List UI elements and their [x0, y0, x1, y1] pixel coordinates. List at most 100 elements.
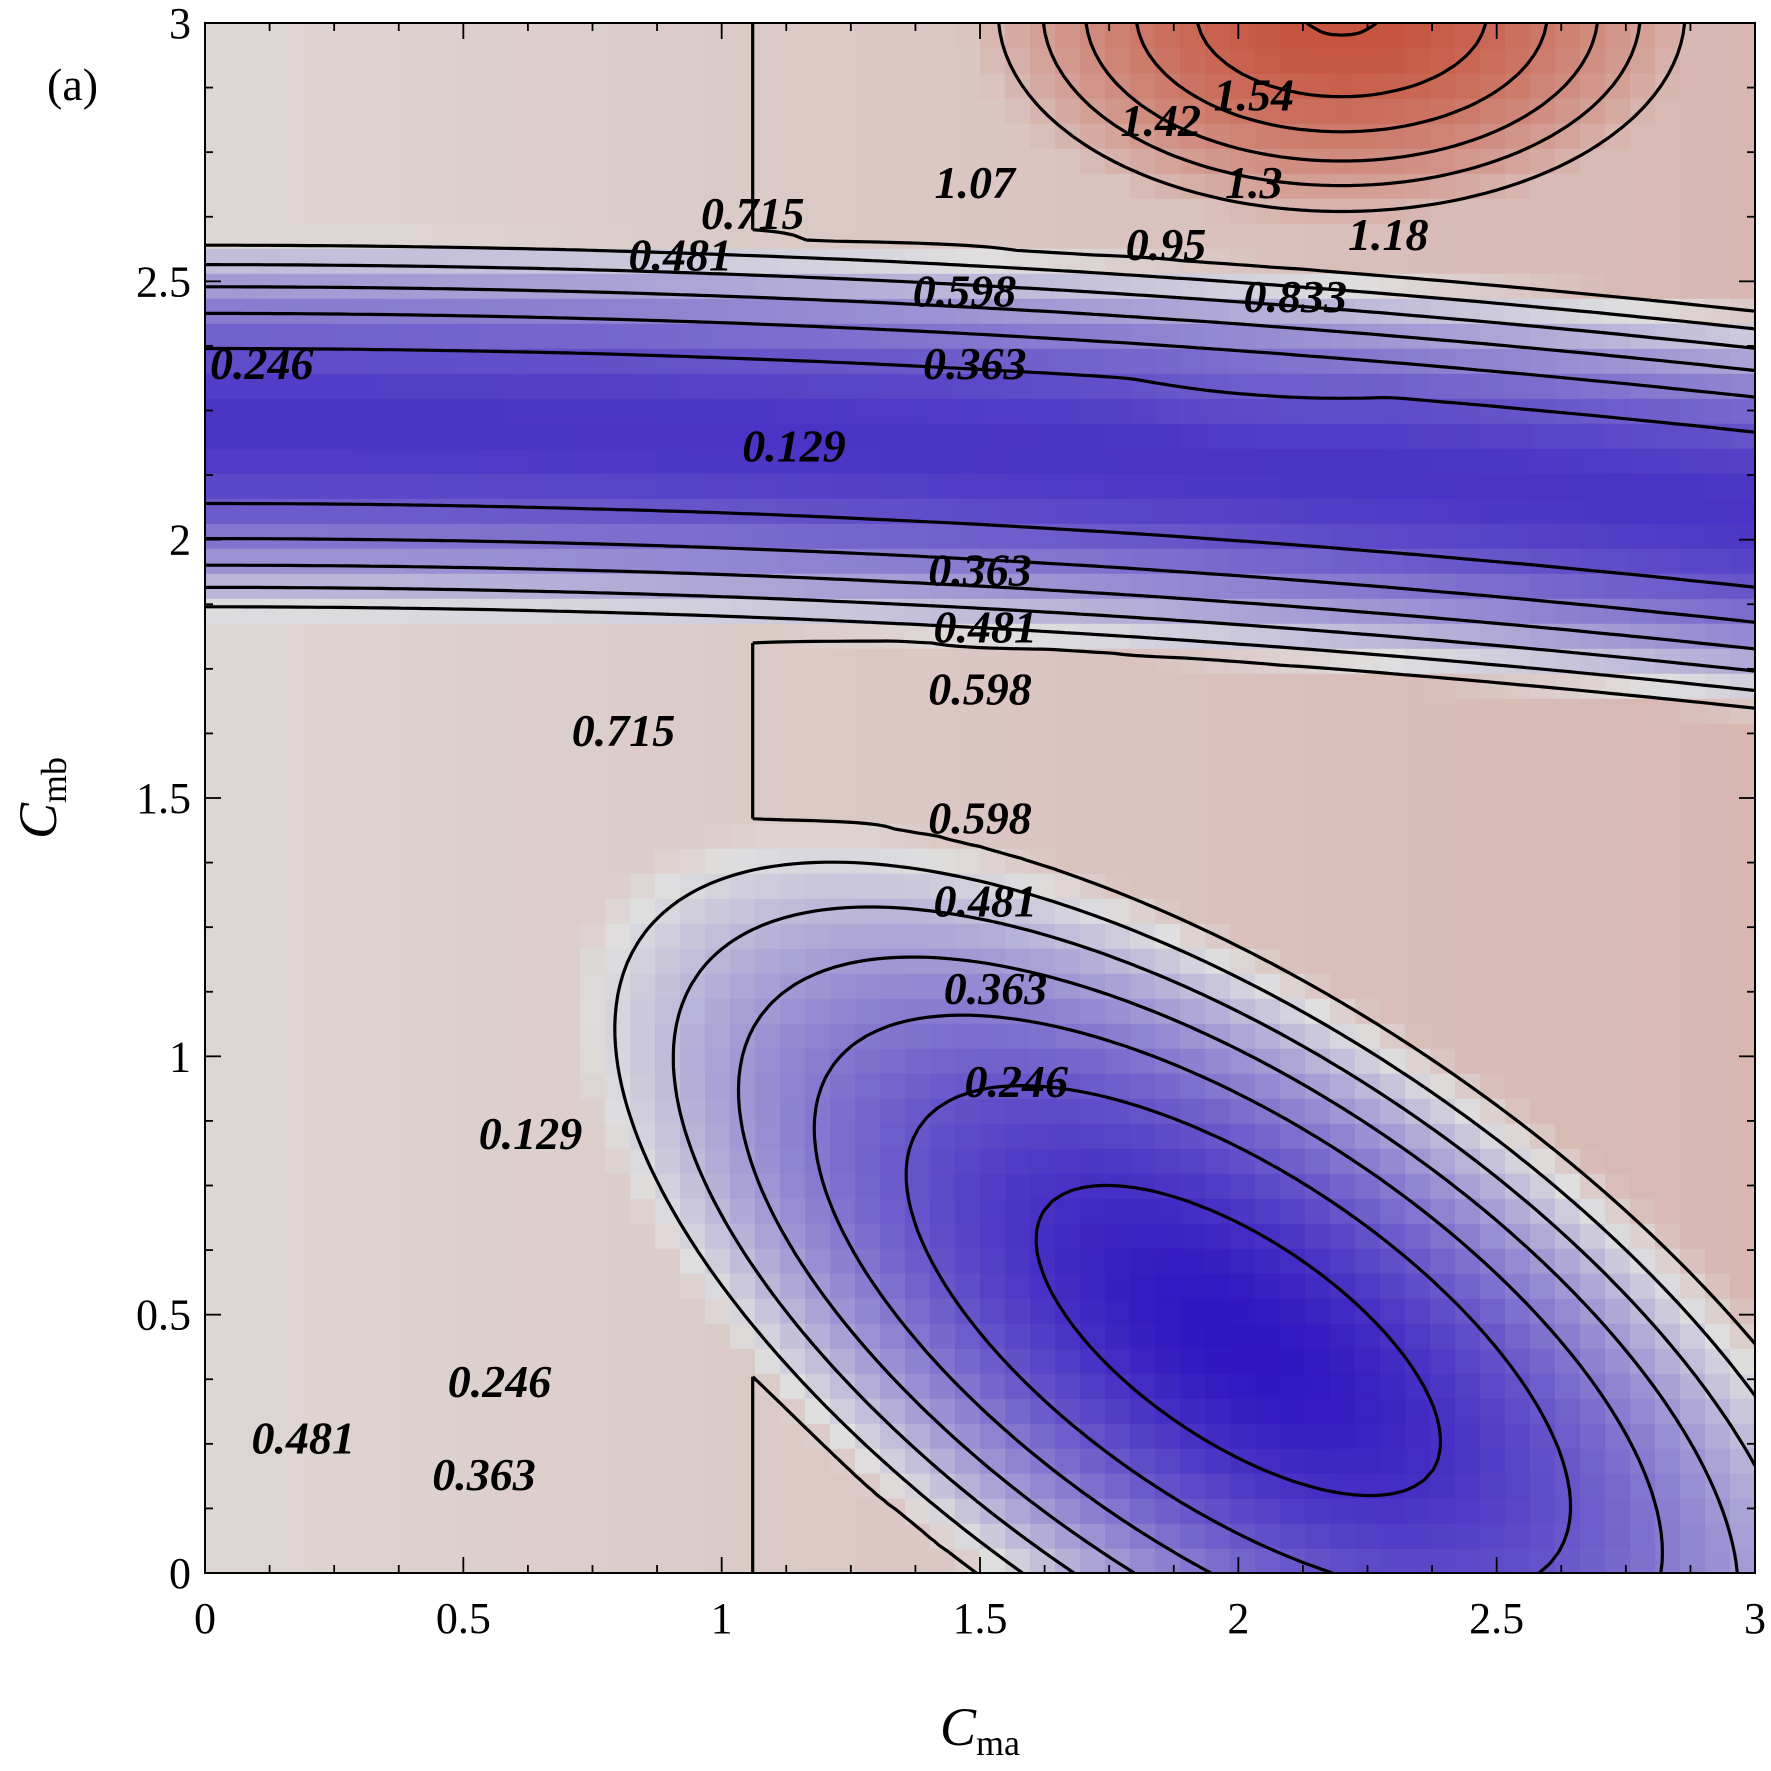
- heatmap-cell: [205, 48, 231, 74]
- heatmap-cell: [1555, 1248, 1581, 1274]
- heatmap-cell: [255, 1223, 281, 1249]
- heatmap-cell: [330, 873, 356, 899]
- heatmap-cell: [930, 998, 956, 1024]
- heatmap-cell: [805, 298, 831, 324]
- heatmap-cell: [855, 148, 881, 174]
- heatmap-cell: [1530, 1198, 1556, 1224]
- heatmap-cell: [930, 748, 956, 774]
- heatmap-cell: [1005, 1098, 1031, 1124]
- heatmap-cell: [1105, 448, 1131, 474]
- heatmap-cell: [205, 798, 231, 824]
- heatmap-cell: [1230, 523, 1256, 549]
- heatmap-cell: [255, 898, 281, 924]
- heatmap-cell: [405, 273, 431, 299]
- heatmap-cell: [1605, 1123, 1631, 1149]
- heatmap-cell: [1280, 298, 1306, 324]
- heatmap-cell: [1355, 723, 1381, 749]
- heatmap-cell: [455, 1098, 481, 1124]
- heatmap-cell: [355, 1523, 381, 1549]
- contour-label: 0.833: [1243, 271, 1347, 322]
- heatmap-cell: [280, 448, 306, 474]
- heatmap-cell: [1080, 923, 1106, 949]
- heatmap-cell: [455, 423, 481, 449]
- heatmap-cell: [1030, 198, 1056, 224]
- heatmap-cell: [380, 1198, 406, 1224]
- heatmap-cell: [630, 1048, 656, 1074]
- heatmap-cell: [1130, 398, 1156, 424]
- heatmap-cell: [430, 423, 456, 449]
- heatmap-cell: [1580, 648, 1606, 674]
- heatmap-cell: [1155, 198, 1181, 224]
- heatmap-cell: [1255, 398, 1281, 424]
- heatmap-cell: [780, 498, 806, 524]
- heatmap-cell: [1555, 948, 1581, 974]
- heatmap-cell: [280, 898, 306, 924]
- heatmap-cell: [205, 623, 231, 649]
- heatmap-cell: [1005, 623, 1031, 649]
- heatmap-cell: [455, 223, 481, 249]
- heatmap-cell: [1080, 48, 1106, 74]
- heatmap-cell: [1680, 973, 1706, 999]
- heatmap-cell: [1280, 23, 1306, 49]
- heatmap-cell: [905, 398, 931, 424]
- heatmap-cell: [230, 198, 256, 224]
- heatmap-cell: [530, 673, 556, 699]
- heatmap-cell: [1055, 1123, 1081, 1149]
- heatmap-cell: [480, 998, 506, 1024]
- heatmap-cell: [1480, 723, 1506, 749]
- heatmap-cell: [1655, 198, 1681, 224]
- heatmap-cell: [430, 98, 456, 124]
- contour-label: 0.481: [933, 875, 1037, 926]
- heatmap-cell: [805, 1023, 831, 1049]
- heatmap-cell: [1180, 223, 1206, 249]
- heatmap-cell: [505, 473, 531, 499]
- heatmap-cell: [255, 1073, 281, 1099]
- heatmap-cell: [355, 1048, 381, 1074]
- heatmap-cell: [905, 73, 931, 99]
- heatmap-cell: [1380, 948, 1406, 974]
- heatmap-cell: [605, 723, 631, 749]
- heatmap-cell: [1580, 173, 1606, 199]
- heatmap-cell: [1055, 698, 1081, 724]
- heatmap-cell: [555, 1098, 581, 1124]
- heatmap-cell: [880, 1548, 906, 1574]
- heatmap-cell: [1630, 1323, 1656, 1349]
- heatmap-cell: [1330, 1248, 1356, 1274]
- heatmap-cell: [1430, 923, 1456, 949]
- heatmap-cell: [705, 848, 731, 874]
- heatmap-cell: [1080, 573, 1106, 599]
- heatmap-cell: [1180, 1398, 1206, 1424]
- heatmap-cell: [530, 173, 556, 199]
- heatmap-cell: [1080, 548, 1106, 574]
- heatmap-cell: [780, 823, 806, 849]
- heatmap-cell: [1555, 198, 1581, 224]
- heatmap-cell: [255, 373, 281, 399]
- heatmap-cell: [480, 498, 506, 524]
- heatmap-cell: [1605, 1523, 1631, 1549]
- heatmap-cell: [1730, 998, 1756, 1024]
- heatmap-cell: [1655, 1048, 1681, 1074]
- heatmap-cell: [505, 948, 531, 974]
- heatmap-cell: [1305, 1248, 1331, 1274]
- heatmap-cell: [1380, 698, 1406, 724]
- heatmap-cell: [1680, 648, 1706, 674]
- heatmap-cell: [630, 1173, 656, 1199]
- heatmap-cell: [1680, 348, 1706, 374]
- heatmap-cell: [580, 1073, 606, 1099]
- heatmap-cell: [280, 948, 306, 974]
- heatmap-cell: [205, 73, 231, 99]
- heatmap-cell: [1255, 498, 1281, 524]
- heatmap-cell: [855, 723, 881, 749]
- heatmap-cell: [480, 1398, 506, 1424]
- heatmap-cell: [955, 1348, 981, 1374]
- heatmap-cell: [330, 1323, 356, 1349]
- heatmap-cell: [805, 248, 831, 274]
- heatmap-cell: [1355, 873, 1381, 899]
- heatmap-cell: [205, 998, 231, 1024]
- heatmap-cell: [630, 1448, 656, 1474]
- heatmap-cell: [205, 1548, 231, 1574]
- heatmap-cell: [1330, 1073, 1356, 1099]
- heatmap-cell: [355, 598, 381, 624]
- heatmap-cell: [1505, 923, 1531, 949]
- heatmap-cell: [1305, 298, 1331, 324]
